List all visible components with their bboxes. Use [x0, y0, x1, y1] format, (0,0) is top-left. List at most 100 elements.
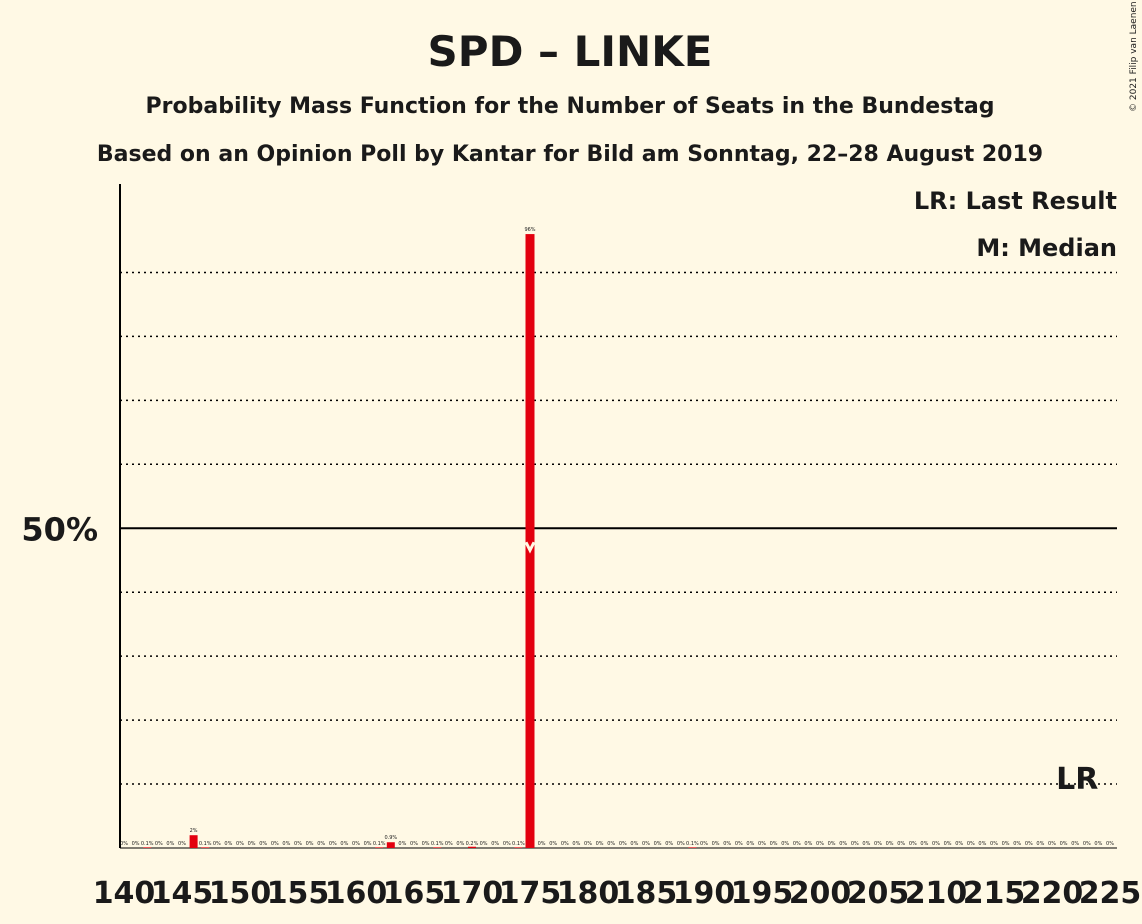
bar-label-191: 0%: [712, 841, 720, 847]
bar-label-141: 0%: [132, 841, 140, 847]
bar-label-171: 0%: [480, 841, 488, 847]
bar-label-218: 0%: [1025, 841, 1033, 847]
bar-label-165: 0%: [410, 841, 418, 847]
bar-label-196: 0%: [770, 841, 778, 847]
bar-label-169: 0%: [456, 841, 464, 847]
x-tick-labels: 1401451501551601651701751801851901952002…: [93, 876, 1142, 911]
bar-142: [143, 847, 152, 848]
bar-label-147: 0.1%: [199, 841, 212, 847]
x-tick-210: 210: [905, 876, 968, 911]
x-tick-160: 160: [325, 876, 388, 911]
last-result-marker: LR: [1056, 762, 1098, 797]
bar-label-154: 0%: [282, 841, 290, 847]
bar-175: [525, 234, 535, 848]
bar-label-197: 0%: [781, 841, 789, 847]
bar-label-170: 0.2%: [466, 841, 479, 847]
bar-label-210: 0%: [932, 841, 940, 847]
bar-label-208: 0%: [909, 841, 917, 847]
bar-label-178: 0%: [561, 841, 569, 847]
legend-last-result: LR: Last Result: [914, 187, 1117, 215]
bar-label-176: 0%: [538, 841, 546, 847]
x-tick-225: 225: [1079, 876, 1142, 911]
bar-label-157: 0%: [317, 841, 325, 847]
bar-label-216: 0%: [1002, 841, 1010, 847]
bar-label-204: 0%: [862, 841, 870, 847]
bar-label-181: 0%: [596, 841, 604, 847]
y-tick-label-50: 50%: [21, 510, 98, 548]
bar-label-159: 0%: [340, 841, 348, 847]
bar-label-162: 0.1%: [373, 841, 386, 847]
bar-label-160: 0%: [352, 841, 360, 847]
chart-subtitle-2: Based on an Opinion Poll by Kantar for B…: [97, 142, 1043, 167]
x-tick-145: 145: [151, 876, 214, 911]
bar-label-213: 0%: [967, 841, 975, 847]
bar-146: [189, 835, 198, 848]
bar-label-173: 0%: [503, 841, 511, 847]
bar-label-140: 0%: [120, 841, 128, 847]
x-tick-175: 175: [499, 876, 562, 911]
x-tick-205: 205: [847, 876, 910, 911]
chart-subtitle-1: Probability Mass Function for the Number…: [146, 94, 995, 119]
bar-label-163: 0.9%: [384, 835, 397, 841]
bar-label-217: 0%: [1013, 841, 1021, 847]
bar-label-195: 0%: [758, 841, 766, 847]
bar-label-205: 0%: [874, 841, 882, 847]
x-tick-215: 215: [963, 876, 1026, 911]
bar-label-192: 0%: [723, 841, 731, 847]
x-tick-140: 140: [93, 876, 156, 911]
bar-label-153: 0%: [271, 841, 279, 847]
bar-label-180: 0%: [584, 841, 592, 847]
x-tick-165: 165: [383, 876, 446, 911]
bar-label-211: 0%: [944, 841, 952, 847]
bar-label-155: 0%: [294, 841, 302, 847]
bar-label-206: 0%: [886, 841, 894, 847]
bar-label-164: 0%: [398, 841, 406, 847]
bar-label-202: 0%: [839, 841, 847, 847]
bar-label-152: 0%: [259, 841, 267, 847]
bar-147: [201, 847, 210, 848]
bar-label-223: 0%: [1083, 841, 1091, 847]
bar-label-203: 0%: [851, 841, 859, 847]
x-tick-200: 200: [789, 876, 852, 911]
bar-labels-group: 0% 0% 0.1% 0% 0% 0%2%0.1% 0% 0% 0% 0% 0% 0% 0% 0% 0% 0%…: [120, 227, 1114, 847]
bar-label-156: 0%: [306, 841, 314, 847]
bar-label-188: 0%: [677, 841, 685, 847]
x-tick-185: 185: [615, 876, 678, 911]
bar-label-145: 0%: [178, 841, 186, 847]
chart-title: SPD – LINKE: [428, 27, 713, 76]
bar-label-143: 0%: [155, 841, 163, 847]
bar-label-199: 0%: [804, 841, 812, 847]
bar-label-187: 0%: [665, 841, 673, 847]
x-tick-190: 190: [673, 876, 736, 911]
bar-label-200: 0%: [816, 841, 824, 847]
bar-label-189: 0.1%: [686, 841, 699, 847]
bar-label-168: 0%: [445, 841, 453, 847]
bar-label-194: 0%: [746, 841, 754, 847]
bar-label-185: 0%: [642, 841, 650, 847]
bar-label-149: 0%: [224, 841, 232, 847]
bar-label-167: 0.1%: [431, 841, 444, 847]
bar-label-150: 0%: [236, 841, 244, 847]
bars-group: [143, 234, 697, 848]
bar-label-207: 0%: [897, 841, 905, 847]
x-tick-155: 155: [267, 876, 330, 911]
bar-label-166: 0%: [422, 841, 430, 847]
bar-label-209: 0%: [920, 841, 928, 847]
bar-label-224: 0%: [1094, 841, 1102, 847]
bar-label-144: 0%: [166, 841, 174, 847]
x-tick-195: 195: [731, 876, 794, 911]
bar-label-215: 0%: [990, 841, 998, 847]
bar-189: [688, 847, 697, 848]
bar-label-183: 0%: [619, 841, 627, 847]
bar-label-193: 0%: [735, 841, 743, 847]
bar-label-198: 0%: [793, 841, 801, 847]
legend-median: M: Median: [976, 234, 1117, 262]
bar-label-179: 0%: [572, 841, 580, 847]
bar-label-174: 0.1%: [512, 841, 525, 847]
x-tick-170: 170: [441, 876, 504, 911]
bar-label-151: 0%: [248, 841, 256, 847]
x-tick-180: 180: [557, 876, 620, 911]
bar-label-175: 96%: [524, 227, 535, 233]
bar-label-219: 0%: [1036, 841, 1044, 847]
